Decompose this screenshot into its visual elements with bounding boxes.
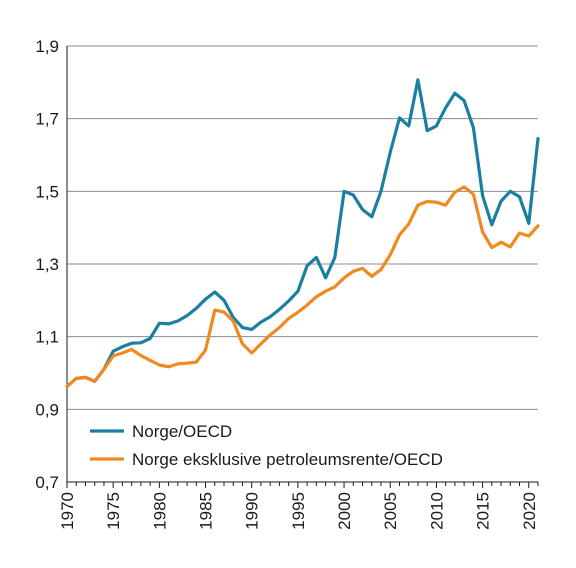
x-tick-label: 1975 <box>104 492 123 530</box>
y-tick-label: 1,9 <box>35 37 59 56</box>
y-tick-label: 0,9 <box>35 400 59 419</box>
x-tick-label: 2010 <box>427 492 446 530</box>
y-tick-label: 1,1 <box>35 328 59 347</box>
x-tick-label: 2015 <box>474 492 493 530</box>
series-lines <box>65 78 540 388</box>
x-tick-label: 1980 <box>150 492 169 530</box>
series-line-norge-oecd <box>65 78 540 388</box>
x-tick-label: 2005 <box>381 492 400 530</box>
legend-label: Norge eksklusive petroleumsrente/OECD <box>132 450 443 469</box>
legend-label: Norge/OECD <box>132 422 232 441</box>
x-tick-label: 1985 <box>197 492 216 530</box>
y-tick-label: 0,7 <box>35 473 59 492</box>
legend: Norge/OECD Norge eksklusive petroleumsren… <box>90 422 443 469</box>
x-tick-label: 1970 <box>58 492 77 530</box>
axes <box>66 46 539 488</box>
series-line-norge-eksklusive <box>65 185 540 388</box>
x-tick-label: 2020 <box>520 492 539 530</box>
y-tick-labels: 0,7 0,9 1,1 1,3 1,5 1,7 1,9 <box>35 37 59 492</box>
x-tick-label: 1995 <box>289 492 308 530</box>
y-tick-label: 1,3 <box>35 255 59 274</box>
y-tick-label: 1,7 <box>35 110 59 129</box>
gridlines <box>67 45 538 410</box>
y-tick-label: 1,5 <box>35 182 59 201</box>
x-tick-label: 1990 <box>243 492 262 530</box>
x-tick-labels: 1970 1975 1980 1985 1990 1995 2000 2005 2010 2015… <box>58 492 539 530</box>
x-tick-label: 2000 <box>335 492 354 530</box>
